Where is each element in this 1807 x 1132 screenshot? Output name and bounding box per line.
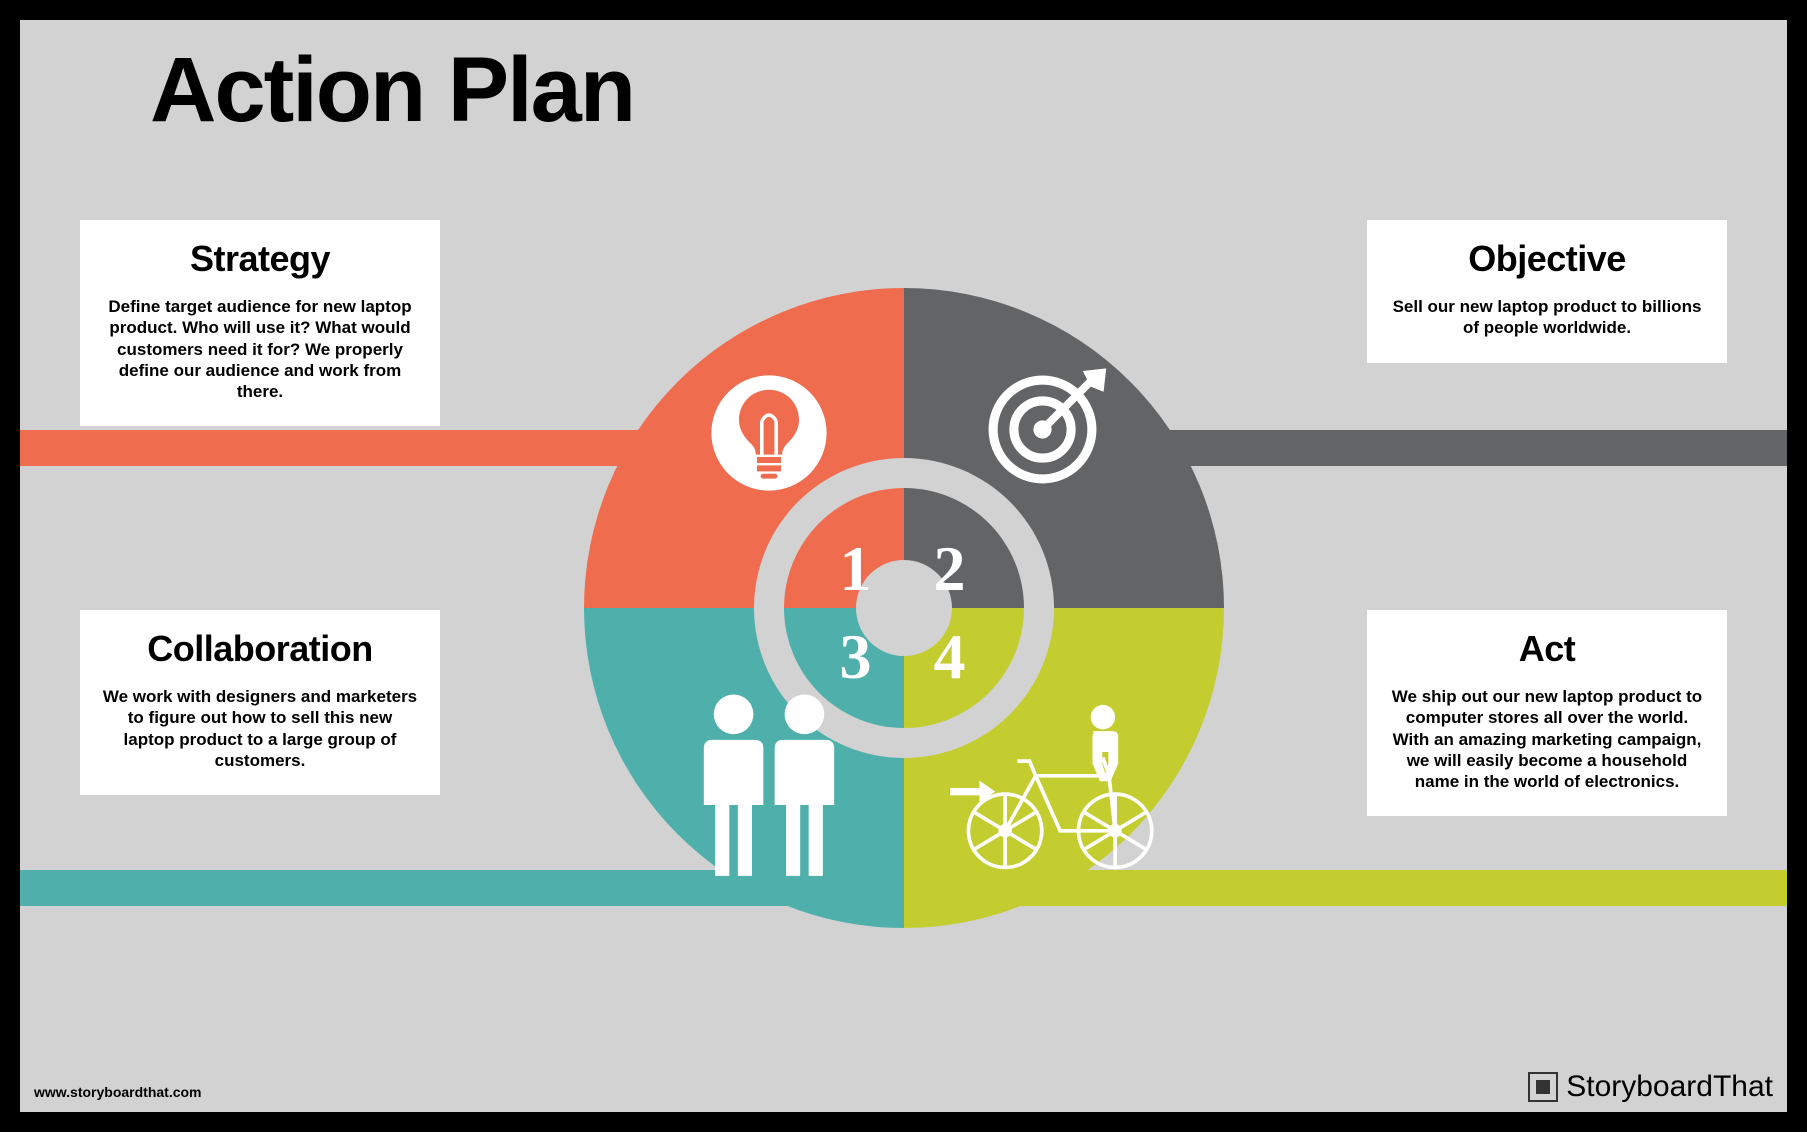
card-act: Act We ship out our new laptop product t… [1367,610,1727,816]
card-collaboration: Collaboration We work with designers and… [80,610,440,795]
card-strategy-body: Define target audience for new laptop pr… [102,296,418,402]
brand-part2: That [1713,1070,1773,1103]
page-title: Action Plan [150,38,634,143]
brand-logo-icon [1528,1072,1558,1102]
connector-strategy [20,430,720,466]
canvas: Action Plan 1 2 3 4 [20,20,1787,1112]
card-objective-body: Sell our new laptop product to billions … [1389,296,1705,339]
card-collaboration-title: Collaboration [102,628,418,670]
footer-brand: StoryboardThat [1528,1070,1773,1104]
connector-objective [1087,430,1787,466]
card-objective: Objective Sell our new laptop product to… [1367,220,1727,363]
card-act-title: Act [1389,628,1705,670]
pie-chart: 1 2 3 4 [584,288,1224,928]
lightbulb-icon [704,368,834,498]
card-act-body: We ship out our new laptop product to co… [1389,686,1705,792]
bicycle-icon [944,698,1164,878]
card-strategy: Strategy Define target audience for new … [80,220,440,426]
card-collaboration-body: We work with designers and marketers to … [102,686,418,771]
card-strategy-title: Strategy [102,238,418,280]
number-2: 2 [934,532,966,606]
number-1: 1 [840,532,872,606]
card-objective-title: Objective [1389,238,1705,280]
brand-part1: Storyboard [1566,1070,1713,1103]
number-4: 4 [934,620,966,694]
people-icon [684,688,854,888]
footer-url: www.storyboardthat.com [34,1084,202,1100]
number-3: 3 [840,620,872,694]
outer-frame: Action Plan 1 2 3 4 [0,0,1807,1132]
target-icon [984,358,1114,488]
